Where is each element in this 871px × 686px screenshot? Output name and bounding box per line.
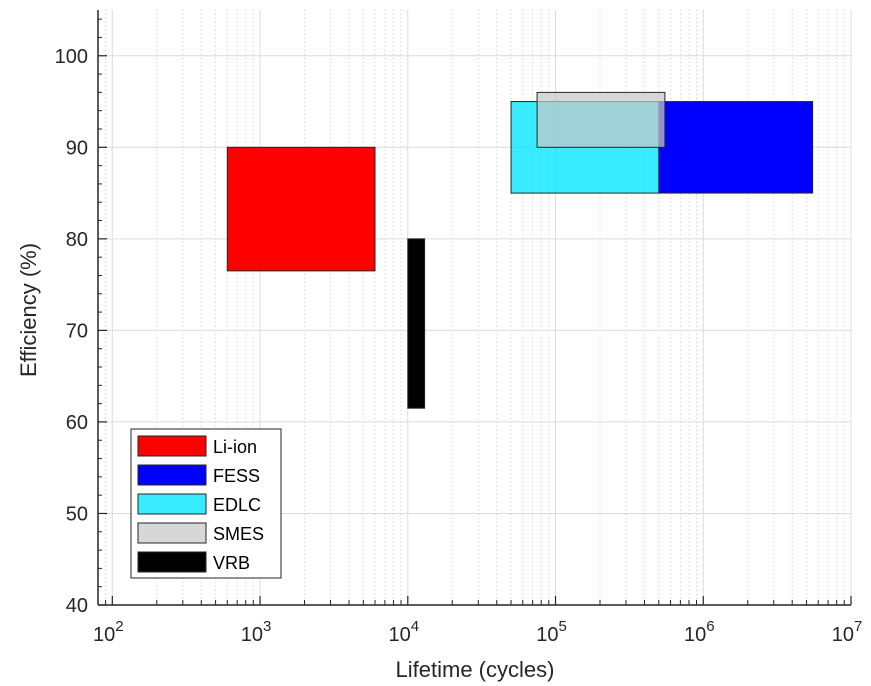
legend-swatch	[138, 552, 206, 572]
legend-label: VRB	[213, 553, 250, 573]
x-tick-label: 105	[536, 618, 567, 646]
x-tick-base: 10	[832, 624, 854, 646]
y-tick-label: 70	[66, 320, 88, 342]
legend-swatch	[138, 494, 206, 514]
x-tick-base: 10	[241, 624, 263, 646]
x-tick-base: 10	[93, 624, 115, 646]
legend-label: SMES	[213, 524, 264, 544]
legend-swatch	[138, 465, 206, 485]
x-tick-exponent: 7	[854, 618, 862, 635]
y-tick-label: 80	[66, 229, 88, 251]
x-tick-label: 102	[93, 618, 124, 646]
range-rect-fess	[659, 102, 813, 194]
y-tick-label: 50	[66, 503, 88, 525]
x-tick-exponent: 4	[411, 618, 419, 635]
x-tick-exponent: 3	[263, 618, 271, 635]
x-axis-label: Lifetime (cycles)	[396, 657, 555, 682]
legend-swatch	[138, 436, 206, 456]
range-rect-li-ion	[227, 147, 375, 271]
x-tick-label: 104	[388, 618, 419, 646]
x-tick-base: 10	[536, 624, 558, 646]
x-tick-exponent: 5	[558, 618, 566, 635]
x-tick-label: 103	[241, 618, 272, 646]
legend: Li-ion FESS EDLC SMES VRB	[131, 429, 281, 578]
legend-label: EDLC	[213, 495, 261, 515]
y-axis-label: Efficiency (%)	[16, 243, 41, 377]
range-rect-vrb	[408, 239, 425, 408]
y-tick-label: 100	[55, 46, 88, 68]
data-rectangles	[227, 92, 812, 408]
x-tick-base: 10	[684, 624, 706, 646]
legend-label: FESS	[213, 466, 260, 486]
x-tick-label: 107	[832, 618, 863, 646]
legend-label: Li-ion	[213, 437, 257, 457]
x-tick-exponent: 2	[115, 618, 123, 635]
x-tick-label: 106	[684, 618, 715, 646]
y-tick-label: 40	[66, 595, 88, 617]
range-rect-smes	[537, 92, 665, 147]
x-tick-exponent: 6	[706, 618, 714, 635]
x-tick-base: 10	[388, 624, 410, 646]
y-tick-label: 60	[66, 412, 88, 434]
legend-swatch	[138, 523, 206, 543]
y-tick-label: 90	[66, 137, 88, 159]
